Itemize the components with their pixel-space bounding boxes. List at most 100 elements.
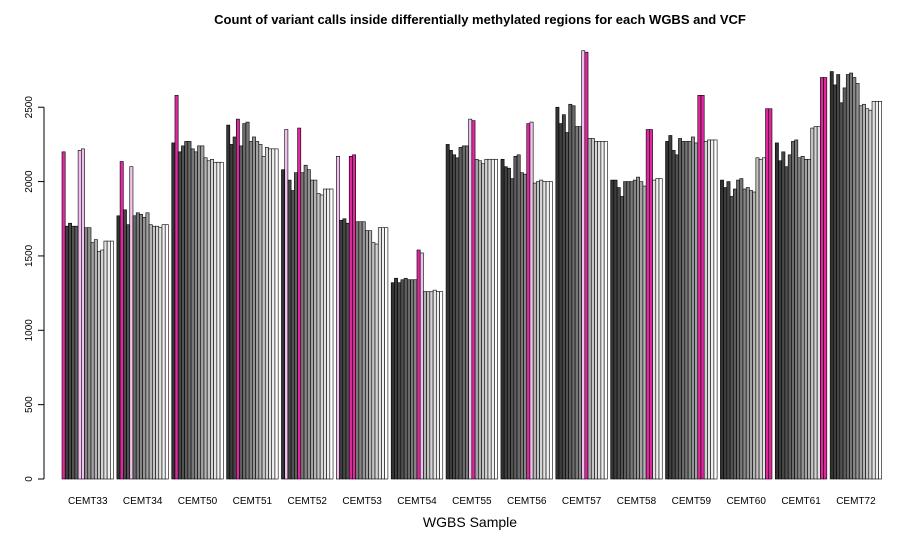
bar: [432, 289, 437, 480]
bar: [410, 279, 415, 480]
bar: [381, 227, 385, 480]
bar: [116, 215, 121, 480]
bar: [164, 224, 169, 480]
bar: [590, 138, 595, 480]
bar: [429, 291, 434, 480]
bar: [455, 157, 460, 480]
bar: [371, 242, 376, 480]
x-tick-label: CEMT57: [562, 496, 602, 507]
bar: [778, 160, 783, 480]
bar: [394, 277, 398, 480]
bar: [210, 158, 214, 480]
bar: [197, 145, 202, 480]
bar: [807, 158, 812, 480]
bar: [691, 136, 695, 480]
x-tick-label: CEMT34: [123, 496, 163, 507]
bar: [365, 230, 369, 480]
bar: [384, 227, 389, 480]
bar: [326, 188, 331, 480]
bar: [687, 141, 692, 480]
bar: [152, 225, 156, 480]
x-tick-label: CEMT52: [288, 496, 328, 507]
bar: [632, 179, 637, 480]
bar: [310, 179, 315, 480]
bar: [142, 216, 147, 480]
bar: [126, 224, 131, 480]
bar: [707, 139, 711, 480]
bar: [229, 144, 234, 480]
bar: [732, 188, 737, 480]
bar: [539, 179, 544, 480]
bar: [258, 144, 263, 480]
x-tick-label: CEMT53: [342, 496, 382, 507]
bar: [800, 156, 805, 480]
bar: [484, 158, 489, 480]
bar: [281, 169, 285, 480]
bar: [348, 156, 353, 480]
bar: [213, 161, 218, 480]
bar: [452, 154, 457, 480]
bar: [87, 227, 92, 480]
bar: [103, 240, 108, 480]
bar: [571, 105, 576, 480]
bar: [578, 126, 582, 480]
x-tick-label: CEMT55: [452, 496, 492, 507]
bar: [516, 154, 521, 480]
bar: [810, 127, 815, 480]
bar: [339, 219, 344, 480]
bar: [874, 100, 879, 480]
bar: [287, 179, 292, 480]
bar: [649, 129, 653, 480]
bar: [752, 191, 757, 480]
bar: [100, 249, 105, 480]
bar: [352, 154, 356, 480]
bar: [529, 121, 534, 480]
bar: [239, 145, 244, 480]
bar: [290, 190, 295, 480]
bar: [642, 185, 647, 480]
bar: [232, 136, 237, 480]
bar: [561, 114, 566, 480]
bar: [620, 196, 624, 480]
bar: [803, 158, 808, 480]
bar: [500, 158, 505, 480]
bar: [723, 187, 728, 480]
bar: [703, 141, 708, 480]
bar: [436, 291, 440, 480]
bar: [729, 196, 734, 480]
bar: [829, 71, 834, 480]
bar: [284, 129, 289, 480]
bar: [820, 77, 824, 480]
bar: [135, 212, 140, 480]
bar: [61, 151, 66, 480]
bar: [684, 141, 689, 480]
bar: [90, 242, 95, 480]
bar: [597, 141, 602, 480]
bar: [97, 251, 101, 480]
bar: [342, 218, 347, 480]
bar: [681, 141, 686, 480]
bar: [358, 221, 363, 480]
bar: [616, 187, 621, 480]
bar: [64, 225, 69, 480]
bar: [119, 161, 124, 480]
bar: [542, 181, 547, 480]
bar: [781, 151, 786, 480]
bar: [268, 148, 273, 480]
bar: [713, 139, 718, 480]
bar: [181, 145, 185, 480]
bar: [558, 123, 563, 480]
bar: [749, 190, 753, 480]
bar: [868, 109, 873, 480]
bar: [148, 224, 153, 480]
bar: [271, 148, 276, 480]
bar: [487, 158, 492, 480]
bar: [584, 51, 589, 480]
bar: [235, 118, 240, 480]
bar: [565, 132, 569, 480]
bar: [294, 172, 298, 480]
bar: [490, 158, 495, 480]
x-tick-label: CEMT54: [397, 496, 437, 507]
bar: [174, 95, 179, 480]
bar: [526, 123, 531, 480]
